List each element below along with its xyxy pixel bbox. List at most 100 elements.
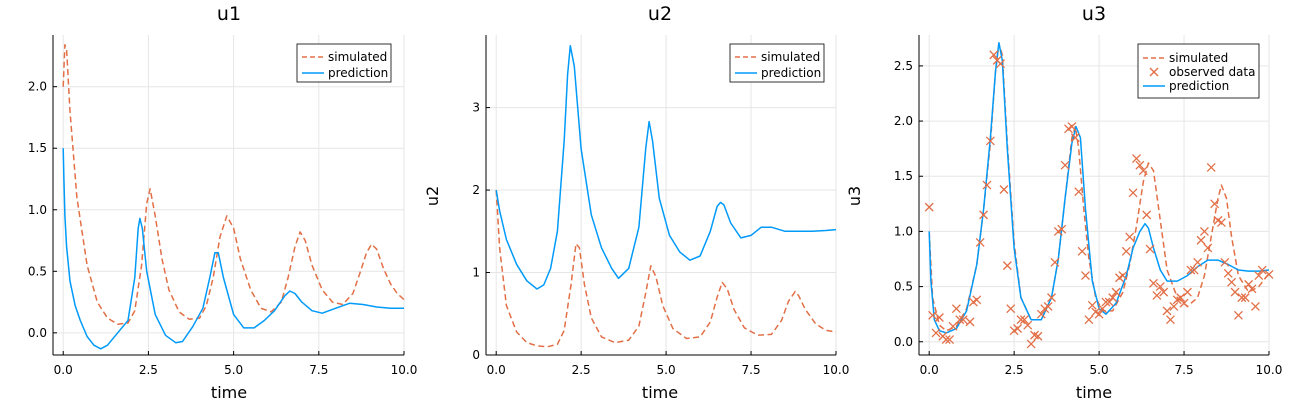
- x-tick-label: 7.5: [742, 363, 761, 377]
- observed-point: [958, 315, 968, 325]
- observed-point: [1087, 300, 1097, 310]
- observed-point: [1142, 210, 1152, 220]
- x-axis-label: time: [1076, 383, 1112, 400]
- y-tick-label: 0.5: [28, 264, 47, 278]
- observed-point: [965, 317, 975, 327]
- observed-point: [1182, 287, 1192, 297]
- x-tick-label: 7.5: [1175, 363, 1194, 377]
- observed-point: [975, 237, 985, 247]
- observed-point: [1013, 324, 1023, 333]
- observed-point: [955, 315, 965, 325]
- chart-title: u2: [648, 3, 672, 25]
- observed-point: [928, 310, 938, 320]
- observed-point: [948, 321, 958, 331]
- chart-title: u3: [1082, 3, 1106, 25]
- observed-point: [985, 136, 995, 146]
- observed-point: [1237, 293, 1247, 303]
- axes: [52, 35, 405, 356]
- y-tick-label: 1.5: [894, 169, 913, 183]
- chart-u1: u1 time 0.0 2.5 5.0 7.5 10.00.00.51.01.52.0 …: [28, 3, 417, 400]
- observed-point: [1162, 306, 1172, 316]
- y-tick-label: 0: [472, 348, 480, 362]
- observed-point: [1111, 287, 1121, 297]
- x-tick-label: 2.5: [572, 363, 591, 377]
- observed-point: [934, 313, 944, 322]
- observed-point: [931, 328, 941, 338]
- observed-point: [1247, 284, 1257, 294]
- x-tick-label: 5.0: [1090, 363, 1109, 377]
- y-tick-label: 1: [472, 266, 480, 280]
- series-layer: [924, 41, 1274, 349]
- observed-point: [1077, 246, 1087, 256]
- observed-point: [1159, 287, 1169, 297]
- observed-point: [972, 295, 982, 305]
- observed-point: [1176, 293, 1186, 303]
- observed-point: [1070, 133, 1080, 143]
- observed-point: [1132, 154, 1141, 164]
- observed-point: [1179, 298, 1189, 308]
- observed-point: [1067, 122, 1077, 132]
- y-tick-label: 1.0: [894, 224, 913, 238]
- x-tick-label: 7.5: [309, 363, 328, 377]
- observed-point: [1145, 244, 1155, 254]
- y-tick-label: 2.0: [28, 80, 47, 94]
- tick-labels: 0.0 2.5 5.0 7.5 10.0 0.0 0.5 1.0 1.5 2.0: [28, 80, 417, 377]
- observed-point: [1165, 315, 1175, 325]
- x-tick-label: 10.0: [1256, 363, 1283, 377]
- axes: [485, 35, 837, 356]
- y-tick-label: 2: [472, 183, 480, 197]
- observed-point: [1254, 271, 1264, 281]
- observed-point: [1036, 309, 1046, 319]
- legend-simulated-label: simulated: [761, 50, 820, 64]
- observed-point: [1118, 271, 1128, 281]
- observed-point: [1047, 293, 1056, 303]
- legend-box: [1137, 43, 1260, 99]
- observed-point: [1220, 257, 1230, 267]
- chart-u3: u3 time u3 0.0 2.5 5.0 7.5 10.0 0.0 0.5 1.0 1.5 2…: [845, 3, 1282, 400]
- observed-point: [1169, 301, 1179, 311]
- x-tick-label: 10.0: [391, 363, 418, 377]
- legend-observed-label: observed data: [1169, 65, 1255, 79]
- observed-point: [1121, 246, 1131, 256]
- observed-point: [1155, 282, 1165, 292]
- observed-point: [1227, 277, 1237, 287]
- observed-point: [999, 185, 1009, 194]
- observed-point: [1002, 261, 1012, 271]
- tick-labels: 0.0 2.5 5.0 7.5 10.0 0 1 2 3: [472, 101, 849, 377]
- observed-point: [1152, 290, 1162, 300]
- observed-point: [1060, 160, 1070, 170]
- observed-point: [1250, 301, 1260, 311]
- legend-observed-swatch: [1149, 67, 1159, 77]
- observed-point: [951, 304, 961, 314]
- observed-point: [924, 202, 934, 212]
- x-tick-label: 2.5: [1005, 363, 1024, 377]
- observed-point: [1094, 309, 1104, 319]
- observed-point: [1084, 315, 1094, 325]
- x-tick-label: 0.0: [920, 363, 939, 377]
- x-tick-label: 10.0: [823, 363, 850, 377]
- observed-point: [1193, 257, 1203, 267]
- x-tick-label: 0.0: [54, 363, 73, 377]
- series-layer: [495, 44, 837, 348]
- x-axis-label: time: [642, 383, 678, 400]
- observed-point: [996, 59, 1006, 69]
- y-tick-label: 0.0: [894, 335, 913, 349]
- observed-point: [1240, 293, 1250, 303]
- simulated-line: [928, 43, 1270, 332]
- observed-point: [1057, 224, 1067, 234]
- legend: simulated prediction: [729, 43, 825, 83]
- observed-point: [1216, 218, 1226, 228]
- legend-simulated-label: simulated: [328, 50, 387, 64]
- legend: simulated prediction: [296, 43, 392, 83]
- series-layer: [62, 44, 405, 350]
- observed-point: [989, 50, 999, 60]
- axes: [918, 35, 1270, 356]
- observed-point: [1244, 279, 1254, 289]
- chart-u2: u2 time u2 0.0 2.5 5.0 7.5 10.0 0 1 2 3 simulate…: [423, 3, 849, 400]
- observed-point: [1189, 265, 1199, 275]
- observed-point: [1257, 265, 1267, 275]
- legend: simulated observed data prediction: [1137, 43, 1260, 99]
- observed-point: [1223, 268, 1233, 278]
- observed-point: [1074, 187, 1084, 197]
